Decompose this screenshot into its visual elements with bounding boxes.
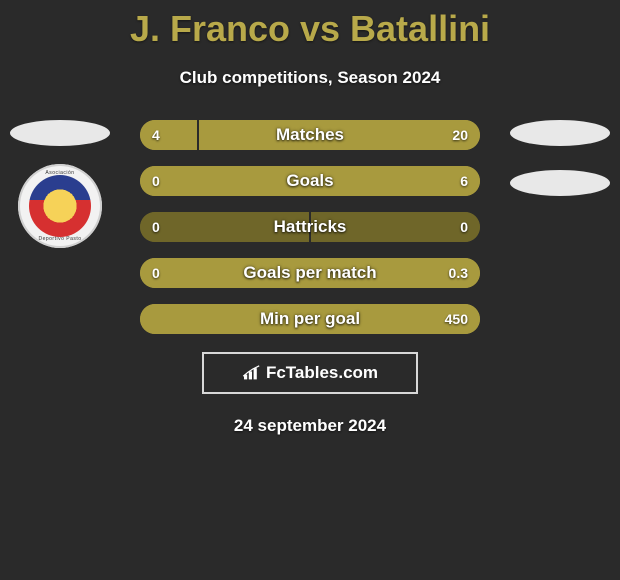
stat-value-right: 6 <box>460 166 468 196</box>
player-left-crest: Asociación Deportivo Pasto <box>18 164 102 248</box>
stat-value-left: 0 <box>152 166 160 196</box>
brand-label: FcTables.com <box>266 363 378 383</box>
player-right-badges <box>510 120 610 196</box>
page-title: J. Franco vs Batallini <box>0 0 620 50</box>
stat-label: Goals <box>140 166 480 196</box>
stat-row: Min per goal450 <box>140 304 480 334</box>
crest-shield-icon <box>29 175 91 237</box>
subtitle: Club competitions, Season 2024 <box>0 68 620 88</box>
stat-value-right: 450 <box>445 304 468 334</box>
stat-label: Min per goal <box>140 304 480 334</box>
brand-badge[interactable]: FcTables.com <box>202 352 418 394</box>
stat-row: Goals0 6 <box>140 166 480 196</box>
stat-row: Goals per match0 0.3 <box>140 258 480 288</box>
stat-value-right: 0.3 <box>449 258 468 288</box>
crest-bottom-text: Deportivo Pasto <box>18 236 102 242</box>
stat-label: Hattricks <box>140 212 480 242</box>
player-right-oval-1 <box>510 120 610 146</box>
date-label: 24 september 2024 <box>0 416 620 436</box>
stat-value-left: 4 <box>152 120 160 150</box>
stat-value-right: 20 <box>452 120 468 150</box>
stat-value-left: 0 <box>152 258 160 288</box>
stat-value-left: 0 <box>152 212 160 242</box>
stat-label: Goals per match <box>140 258 480 288</box>
player-left-oval <box>10 120 110 146</box>
stat-row: Hattricks0 0 <box>140 212 480 242</box>
bars-icon <box>242 365 262 381</box>
player-left-badges: Asociación Deportivo Pasto <box>10 120 110 248</box>
comparison-chart: Asociación Deportivo Pasto Matches4 20 Goa… <box>0 120 620 436</box>
stat-row: Matches4 20 <box>140 120 480 150</box>
player-right-oval-2 <box>510 170 610 196</box>
stat-label: Matches <box>140 120 480 150</box>
stat-bars: Matches420Goals06Hattricks00Goals per ma… <box>140 120 480 334</box>
stat-value-right: 0 <box>460 212 468 242</box>
